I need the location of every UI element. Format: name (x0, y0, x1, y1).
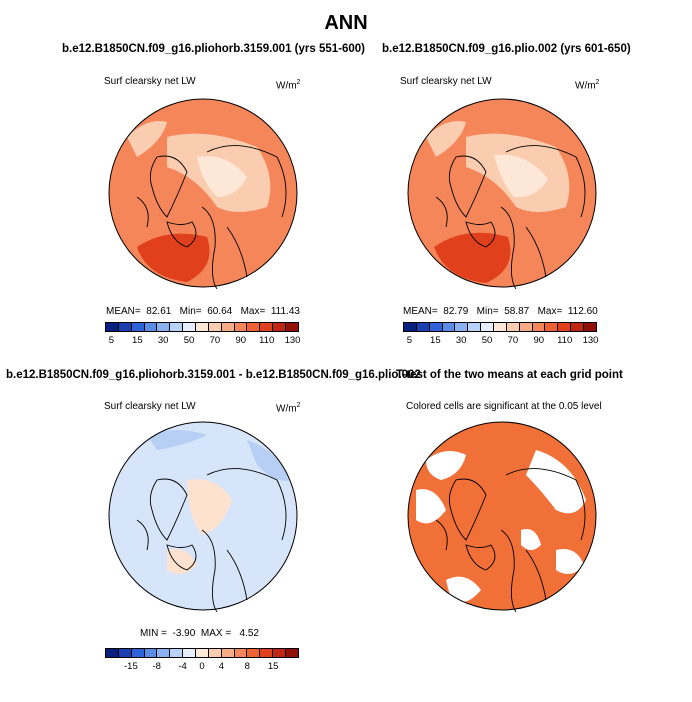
colorbar-swatch (286, 323, 298, 331)
panel1-variable: Surf clearsky net LW (104, 76, 196, 87)
colorbar-swatch (106, 649, 119, 657)
colorbar-swatch (545, 323, 559, 331)
panel4-map (407, 421, 597, 612)
panel3-title: b.e12.B1850CN.f09_g16.pliohorb.3159.001 … (6, 369, 421, 381)
colorbar-swatch (170, 649, 184, 657)
panel2-colorbar (403, 322, 597, 332)
colorbar-swatch (455, 323, 469, 331)
colorbar-swatch (494, 323, 507, 331)
colorbar-swatch (247, 649, 261, 657)
colorbar-swatch (118, 649, 132, 657)
colorbar-tick-label: 5 (406, 335, 413, 346)
panel2-title: b.e12.B1850CN.f09_g16.plio.002 (yrs 601-… (382, 43, 631, 55)
colorbar-swatch (429, 323, 443, 331)
colorbar-swatch (532, 323, 546, 331)
panel2-stats: MEAN= 82.79 Min= 58.87 Max= 112.60 (403, 306, 598, 317)
panel4-title: T-test of the two means at each grid poi… (396, 369, 623, 381)
colorbar-tick-label: 5 (108, 335, 115, 346)
panel2-colorbar-labels: 5 15 30 50 70 90 110 130 (403, 335, 599, 347)
colorbar-tick-label: 15 (267, 661, 279, 672)
colorbar-swatch (157, 649, 171, 657)
panel1-title: b.e12.B1850CN.f09_g16.pliohorb.3159.001 … (62, 43, 365, 55)
colorbar-tick-label: 15 (132, 335, 143, 346)
colorbar-swatch (442, 323, 456, 331)
colorbar-tick-label: 90 (235, 335, 247, 346)
colorbar-tick-label: 70 (507, 335, 519, 346)
colorbar-swatch (208, 323, 222, 331)
colorbar-tick-label: 50 (183, 335, 195, 346)
colorbar-swatch (273, 649, 287, 657)
panel2-units: W/m2 (575, 79, 600, 92)
panel1-colorbar-labels: 5 15 30 50 70 90 110 130 (105, 335, 301, 347)
panel2-variable: Surf clearsky net LW (400, 76, 492, 87)
colorbar-swatch (131, 323, 145, 331)
colorbar-tick-label: -8 (152, 661, 161, 672)
colorbar-tick-label: 8 (244, 661, 250, 672)
colorbar-swatch (584, 323, 596, 331)
panel1-map (108, 98, 298, 289)
colorbar-swatch (196, 323, 209, 331)
colorbar-swatch (519, 323, 533, 331)
colorbar-swatch (260, 649, 274, 657)
panel1-stats: MEAN= 82.61 Min= 60.64 Max= 111.43 (106, 306, 300, 317)
colorbar-tick-label: -15 (123, 661, 138, 672)
colorbar-tick-label: 30 (455, 335, 467, 346)
figure-title: ANN (324, 12, 368, 34)
colorbar-swatch (234, 649, 248, 657)
panel3-map (108, 421, 298, 612)
colorbar-swatch (221, 323, 235, 331)
panel3-units: W/m2 (276, 402, 301, 415)
colorbar-swatch (558, 323, 572, 331)
colorbar-tick-label: 4 (218, 661, 225, 672)
colorbar-swatch (208, 649, 222, 657)
colorbar-swatch (157, 323, 171, 331)
panel1-colorbar (105, 322, 299, 332)
colorbar-swatch (286, 649, 298, 657)
colorbar-swatch (131, 649, 145, 657)
panel3-colorbar (105, 648, 299, 658)
panel3-variable: Surf clearsky net LW (104, 401, 196, 412)
panel3-stats: MIN = -3.90 MAX = 4.52 (140, 628, 259, 639)
colorbar-swatch (416, 323, 430, 331)
colorbar-swatch (170, 323, 184, 331)
panel3-colorbar-labels: -15 -8 -4 0 4 8 15 (105, 661, 299, 673)
colorbar-swatch (273, 323, 287, 331)
colorbar-tick-label: 90 (533, 335, 545, 346)
colorbar-tick-label: 0 (199, 661, 205, 672)
colorbar-swatch (106, 323, 119, 331)
panel4-note: Colored cells are significant at the 0.0… (406, 401, 602, 412)
colorbar-tick-label: -4 (178, 661, 187, 672)
panel2-map (407, 98, 597, 289)
colorbar-tick-label: 110 (259, 335, 275, 346)
colorbar-swatch (144, 649, 158, 657)
colorbar-swatch (247, 323, 261, 331)
colorbar-swatch (221, 649, 235, 657)
colorbar-swatch (234, 323, 248, 331)
colorbar-swatch (260, 323, 274, 331)
colorbar-swatch (196, 649, 209, 657)
colorbar-tick-label: 130 (284, 335, 301, 346)
colorbar-swatch (183, 323, 197, 331)
panel1-units: W/m2 (276, 79, 301, 92)
colorbar-tick-label: 30 (157, 335, 169, 346)
colorbar-tick-label: 15 (430, 335, 441, 346)
colorbar-tick-label: 110 (557, 335, 573, 346)
colorbar-tick-label: 70 (209, 335, 221, 346)
colorbar-swatch (481, 323, 495, 331)
colorbar-swatch (468, 323, 482, 331)
colorbar-swatch (404, 323, 417, 331)
colorbar-swatch (144, 323, 158, 331)
colorbar-swatch (506, 323, 520, 331)
colorbar-swatch (183, 649, 197, 657)
colorbar-tick-label: 130 (582, 335, 599, 346)
colorbar-tick-label: 50 (481, 335, 493, 346)
colorbar-swatch (571, 323, 585, 331)
colorbar-swatch (118, 323, 132, 331)
